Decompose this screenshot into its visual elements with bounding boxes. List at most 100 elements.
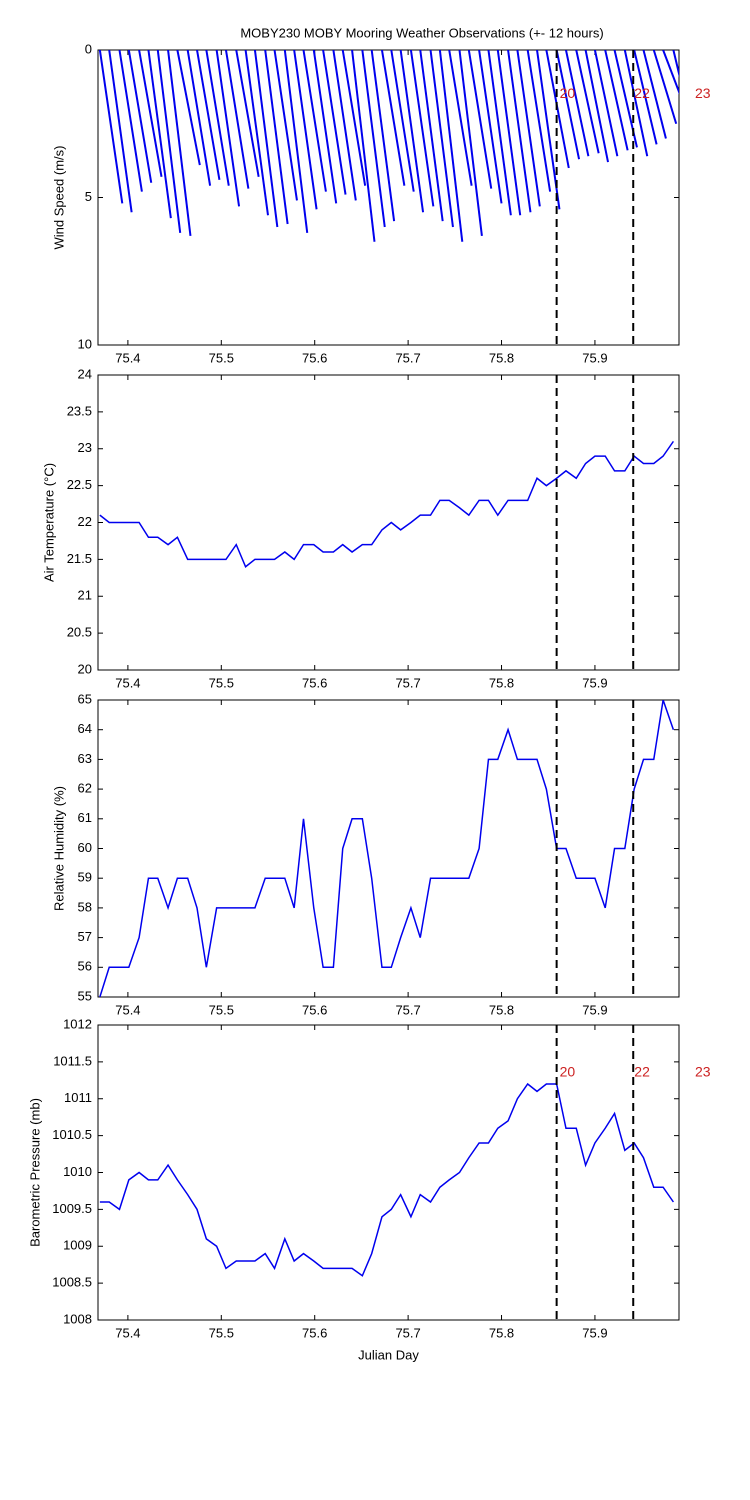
wind-stick	[516, 50, 541, 207]
y-tick-label: 1010.5	[52, 1127, 92, 1142]
y-tick-label: 1009.5	[52, 1201, 92, 1216]
wind-stick	[593, 50, 619, 157]
x-tick-label: 75.6	[302, 1002, 327, 1017]
y-tick-label: 55	[78, 988, 92, 1003]
y-tick-label: 1008	[63, 1311, 92, 1326]
y-tick-label: 1008.5	[52, 1275, 92, 1290]
wind-stick	[341, 50, 367, 186]
y-tick-label: 62	[78, 781, 92, 796]
wind-stick	[429, 50, 454, 228]
wind-stick	[526, 50, 552, 192]
x-tick-label: 75.9	[582, 350, 607, 365]
plot-area	[99, 1082, 675, 1277]
plot-area	[99, 700, 675, 997]
y-tick-label: 56	[78, 959, 92, 974]
y-tick-label: 59	[78, 870, 92, 885]
y-tick-label: 21	[78, 588, 92, 603]
x-tick-label: 75.5	[209, 350, 234, 365]
y-tick-label: 60	[78, 840, 92, 855]
annotation: 23	[695, 85, 711, 101]
plot-area	[99, 440, 675, 568]
wind-stick	[390, 50, 415, 192]
wind-stick	[293, 50, 318, 210]
x-tick-label: 75.8	[489, 675, 514, 690]
wind-stick	[235, 50, 260, 178]
y-tick-label: 61	[78, 810, 92, 825]
y-tick-label: 64	[78, 721, 92, 736]
x-tick-label: 75.8	[489, 350, 514, 365]
wind-stick	[438, 50, 464, 242]
wind-stick	[108, 50, 133, 213]
y-tick-label: 57	[78, 929, 92, 944]
wind-stick	[351, 50, 376, 242]
y-tick-label: 23	[78, 440, 92, 455]
wind-stick	[380, 50, 406, 186]
wind-stick	[370, 50, 396, 222]
x-axis-label: Julian Day	[358, 1347, 419, 1362]
y-tick-label: 23.5	[67, 403, 92, 418]
data-line	[99, 700, 675, 997]
axes-box	[97, 1024, 680, 1321]
y-tick-label: 1009	[63, 1238, 92, 1253]
y-tick-label: 1011	[64, 1090, 92, 1105]
x-tick-label: 75.5	[209, 675, 234, 690]
wind-stick	[448, 50, 473, 186]
x-tick-label: 75.7	[395, 1325, 420, 1340]
wind-stick	[176, 50, 201, 166]
x-tick-label: 75.8	[489, 1325, 514, 1340]
wind-stick	[507, 50, 532, 213]
x-tick-label: 75.4	[115, 1325, 140, 1340]
y-tick-label: 20.5	[67, 625, 92, 640]
y-axis-label: Wind Speed (m/s)	[51, 145, 66, 249]
wind-stick	[604, 50, 629, 151]
wind-stick	[147, 50, 172, 219]
wind-stick	[652, 50, 678, 125]
wind-stick	[361, 50, 386, 228]
x-tick-label: 75.8	[489, 1002, 514, 1017]
y-tick-label: 24	[78, 366, 92, 381]
wind-stick	[244, 50, 269, 216]
y-tick-label: 20	[78, 661, 92, 676]
annotation: 22	[634, 1064, 650, 1080]
wind-stick	[273, 50, 298, 201]
axes-box	[97, 699, 680, 998]
wind-stick	[662, 50, 679, 95]
y-tick-label: 21.5	[67, 551, 92, 566]
wind-stick	[399, 50, 425, 213]
plot-area	[98, 50, 679, 242]
wind-stick	[196, 50, 221, 180]
wind-stick	[575, 50, 600, 154]
y-tick-label: 22.5	[67, 477, 92, 492]
data-line	[99, 440, 675, 568]
wind-stick	[467, 50, 493, 189]
wind-stick	[584, 50, 609, 163]
axes-box	[97, 374, 680, 671]
wind-stick	[487, 50, 512, 216]
x-tick-label: 75.9	[582, 675, 607, 690]
x-tick-label: 75.5	[209, 1002, 234, 1017]
wind-stick	[478, 50, 503, 204]
wind-stick	[633, 50, 658, 145]
wind-stick	[496, 50, 522, 216]
wind-stick	[205, 50, 230, 186]
annotation: 23	[695, 1064, 711, 1080]
wind-stick	[623, 50, 649, 157]
x-tick-label: 75.4	[115, 1002, 140, 1017]
y-tick-label: 10	[78, 336, 92, 351]
wind-stick	[458, 50, 483, 236]
chart-title: MOBY230 MOBY Mooring Weather Observation…	[240, 25, 603, 40]
wind-stick	[419, 50, 444, 222]
x-tick-label: 75.5	[209, 1325, 234, 1340]
wind-stick	[555, 50, 581, 160]
wind-stick	[642, 50, 667, 139]
y-axis-label: Air Temperature (°C)	[41, 463, 56, 582]
wind-stick	[264, 50, 289, 225]
y-tick-label: 1011.5	[53, 1053, 92, 1068]
x-tick-label: 75.4	[115, 675, 140, 690]
y-axis-label: Relative Humidity (%)	[51, 786, 66, 911]
wind-stick	[138, 50, 163, 178]
y-tick-label: 58	[78, 899, 92, 914]
x-tick-label: 75.6	[302, 675, 327, 690]
